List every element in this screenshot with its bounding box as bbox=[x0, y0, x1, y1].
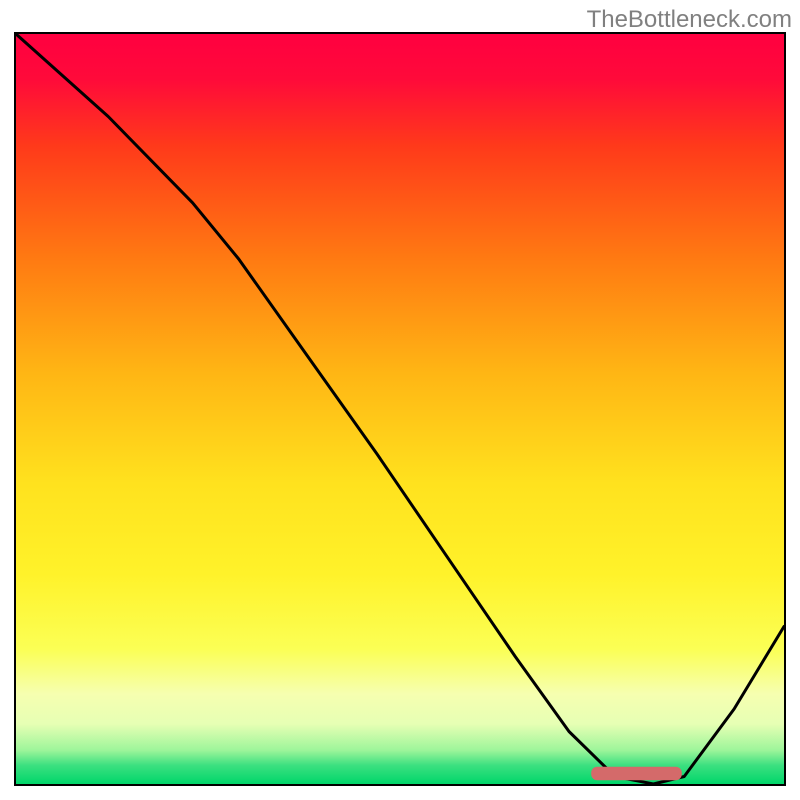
plot-border bbox=[14, 32, 786, 786]
stage: TheBottleneck.com bbox=[0, 0, 800, 800]
watermark-text: TheBottleneck.com bbox=[587, 6, 792, 34]
